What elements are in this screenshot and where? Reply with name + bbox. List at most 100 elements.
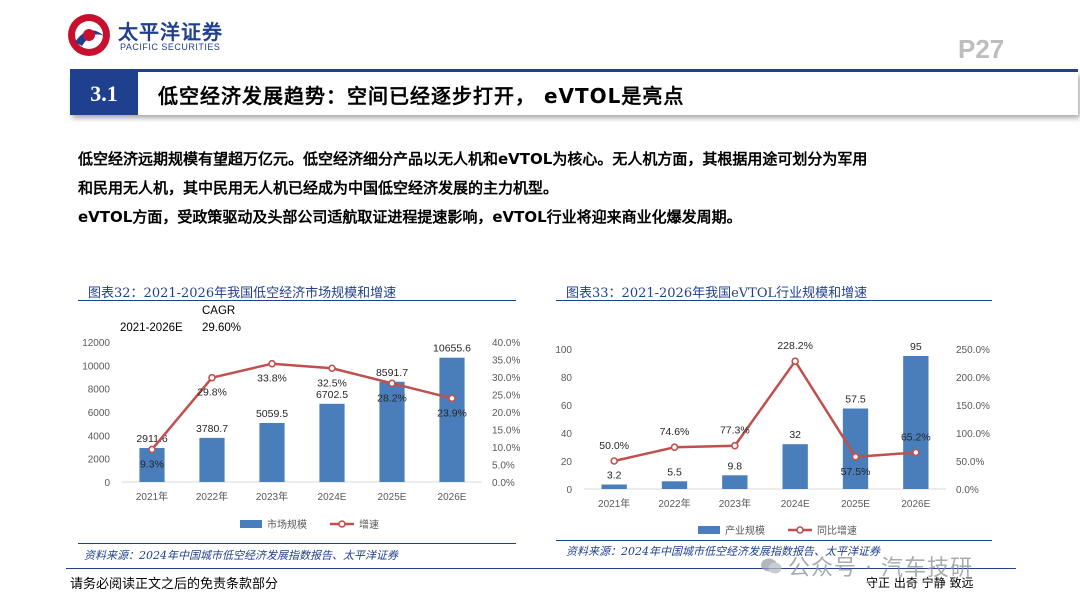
y-left-tick-label: 6000 [88,408,111,419]
legend-line-label: 增速 [359,518,379,531]
chart2-source: 资料来源：2024年中国城市低空经济发展指数报告、太平洋证券 [566,545,880,558]
growth-point [388,379,396,388]
y-right-tick-label: 5.0% [492,461,515,472]
growth-point [268,359,276,368]
y-right-tick-label: 100.0% [956,429,990,440]
growth-value-label: 65.2% [901,431,931,443]
bar [782,444,808,489]
x-tick-label: 2026E [438,492,467,503]
bar-value-label: 8591.7 [376,367,408,379]
bar-value-label: 5059.5 [256,408,288,420]
growth-point [148,445,156,454]
bar [439,357,465,482]
y-left-tick-label: 80 [561,373,573,384]
legend-bar-swatch [240,520,262,528]
growth-value-label: 77.3% [720,425,750,437]
section-accent-line [70,69,1078,72]
bar [319,403,345,482]
cagr-label: CAGR [202,305,235,317]
bar [199,437,225,482]
bar-value-label: 9.8 [728,460,743,472]
page-number: P27 [958,34,1005,64]
legend-bar-label: 产业规模 [725,524,765,537]
chart1-svg: 0 2000 4000 6000 8000 10000 12000 0.0% 5.0% 10.0%… [82,305,520,531]
bar [661,481,688,489]
bar-value-label: 57.5 [845,394,866,406]
y-right-tick-label: 0.0% [956,485,979,496]
growth-line [151,362,453,451]
bar-value-label: 3780.7 [196,423,228,435]
growth-point [912,448,920,457]
y-right-tick-label: 15.0% [492,426,520,437]
growth-point [731,441,739,450]
logo-mark-icon [68,14,110,56]
legend-line-label: 同比增速 [817,524,857,537]
y-left-tick-label: 2000 [88,455,111,466]
chart2-title-rule [556,300,992,301]
growth-value-label: 23.9% [437,407,467,419]
bar-value-label: 95 [910,341,922,353]
y-left-tick-label: 10000 [82,361,110,372]
chart2-source-rule [556,540,992,541]
bar [379,381,405,482]
x-tick-label: 2023年 [719,497,751,510]
y-left-tick-label: 20 [561,457,573,468]
bar [722,475,748,489]
growth-point [448,394,456,403]
chart1-title-rule [78,300,516,301]
bar [842,408,869,489]
brand-name-en: PACIFIC SECURITIES [120,42,221,52]
y-left-tick-label: 0 [566,485,572,496]
y-right-tick-label: 40.0% [492,338,520,349]
x-tick-label: 2022年 [196,490,228,503]
x-tick-label: 2022年 [658,497,690,510]
legend-bar-label: 市场规模 [267,518,307,531]
footer-disclaimer: 请务必阅读正文之后的免责条款部分 [70,577,279,592]
y-right-tick-label: 30.0% [492,373,520,384]
growth-value-label: 28.2% [377,392,407,404]
section-title: 低空经济发展趋势：空间已经逐步打开， eVTOL是亮点 [158,84,685,108]
section-bar [70,72,1078,115]
y-right-tick-label: 35.0% [492,356,520,367]
y-right-tick-label: 20.0% [492,408,520,419]
x-tick-label: 2021年 [598,497,630,510]
legend-line-marker [796,526,804,534]
bar [139,448,165,482]
x-tick-label: 2025E [378,492,407,503]
y-right-tick-label: 50.0% [956,457,984,468]
growth-point [208,373,216,382]
x-tick-label: 2021年 [136,490,168,503]
y-right-tick-label: 200.0% [956,373,990,384]
body-line-1: 低空经济远期规模有望超万亿元。低空经济细分产品以无人机和eVTOL为核心。无人机… [78,150,868,168]
y-left-tick-label: 40 [561,429,573,440]
bar-value-label: 2911.6 [136,433,167,445]
bar-value-label: 32 [789,429,801,441]
y-right-tick-label: 150.0% [956,401,990,412]
chart1-source-rule [78,543,516,544]
y-right-tick-label: 25.0% [492,391,520,402]
growth-value-label: 228.2% [777,340,813,352]
growth-value-label: 57.5% [841,466,871,478]
x-tick-label: 2024E [781,499,810,510]
company-logo [66,12,112,58]
chart2-svg: 0 20 40 60 80 100 0.0% 50.0% 100.0% 150.0% 200.0% 2… [555,340,990,537]
section-number: 3.1 [70,72,138,115]
growth-value-label: 33.8% [257,373,287,385]
chart1-source: 资料来源：2024年中国城市低空经济发展指数报告、太平洋证券 [84,549,398,562]
growth-value-label: 29.8% [197,387,227,399]
growth-point [670,443,679,452]
bar-value-label: 5.5 [667,466,682,478]
bar-value-label: 10655.6 [433,343,471,355]
y-left-tick-label: 12000 [82,338,110,349]
growth-value-label: 50.0% [599,440,629,452]
y-left-tick-label: 0 [104,478,110,489]
growth-point [610,457,618,465]
x-tick-label: 2025E [841,499,870,510]
cagr-value-label: 29.60% [202,322,241,334]
x-tick-label: 2026E [901,499,930,510]
legend-line-marker [338,520,346,528]
growth-point [851,453,860,461]
legend-bar-swatch [698,526,720,534]
bar [903,356,929,489]
footer-motto: 守正 出奇 宁静 致远 [866,576,974,590]
